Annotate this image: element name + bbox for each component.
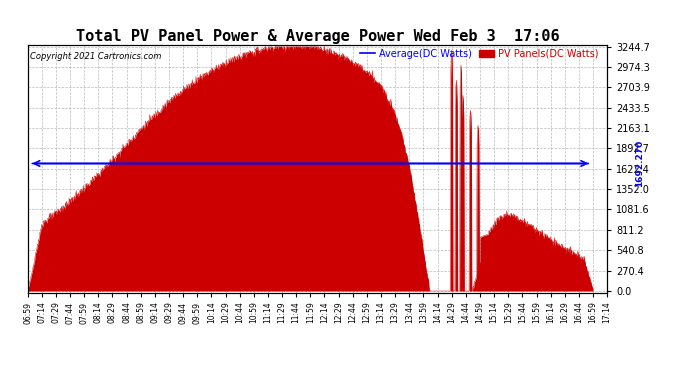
Text: Copyright 2021 Cartronics.com: Copyright 2021 Cartronics.com <box>30 53 162 62</box>
Legend: Average(DC Watts), PV Panels(DC Watts): Average(DC Watts), PV Panels(DC Watts) <box>357 45 602 63</box>
Text: 1692.270: 1692.270 <box>635 140 644 187</box>
Title: Total PV Panel Power & Average Power Wed Feb 3  17:06: Total PV Panel Power & Average Power Wed… <box>76 29 559 44</box>
